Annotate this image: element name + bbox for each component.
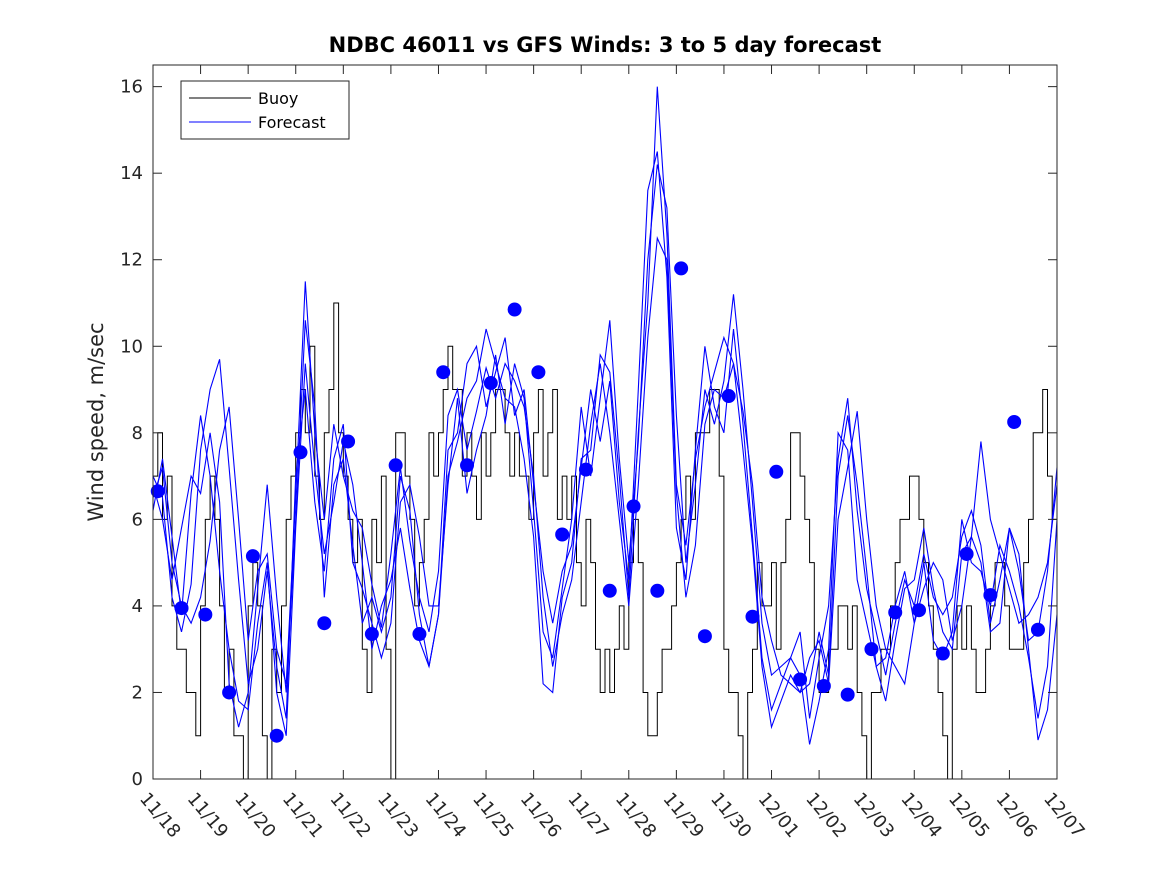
legend-label-buoy: Buoy xyxy=(258,89,298,108)
legend-label-forecast: Forecast xyxy=(258,113,326,132)
x-tick-label-19: 12/07 xyxy=(1039,789,1088,842)
x-tick-label-9: 11/27 xyxy=(563,789,612,842)
y-tick-label-7: 14 xyxy=(120,163,143,184)
series-line-forecast-4 xyxy=(152,86,1058,741)
marker-point-2 xyxy=(198,607,213,622)
series-line-forecast-1 xyxy=(152,235,1058,694)
marker-point-20 xyxy=(626,499,641,514)
marker-point-16 xyxy=(531,365,546,380)
legend-box xyxy=(180,80,350,140)
y-tick-label-4: 8 xyxy=(132,423,143,444)
marker-point-12 xyxy=(436,365,451,380)
x-tick-label-11: 11/29 xyxy=(659,789,708,842)
y-tick-label-5: 10 xyxy=(120,336,143,357)
marker-point-1 xyxy=(174,601,189,616)
x-tick-label-3: 11/21 xyxy=(278,789,327,842)
y-tick-label-0: 0 xyxy=(132,769,143,790)
x-tick-label-8: 11/26 xyxy=(516,789,565,842)
x-tick-label-15: 12/03 xyxy=(849,789,898,842)
marker-point-14 xyxy=(483,376,498,391)
y-tick-label-3: 6 xyxy=(132,509,143,530)
y-tick-label-6: 12 xyxy=(120,250,143,271)
marker-point-32 xyxy=(912,603,927,618)
marker-point-26 xyxy=(769,464,784,479)
y-axis: 0 2 4 6 8 10 12 14 16 xyxy=(120,77,1057,790)
marker-point-27 xyxy=(793,672,808,687)
x-tick-label-2: 11/20 xyxy=(230,789,279,842)
y-tick-label-2: 4 xyxy=(132,596,143,617)
marker-point-6 xyxy=(293,445,308,460)
marker-point-10 xyxy=(388,458,403,473)
x-tick-label-17: 12/05 xyxy=(944,789,993,842)
marker-point-37 xyxy=(1030,622,1045,637)
marker-point-34 xyxy=(959,546,974,561)
x-tick-label-10: 11/28 xyxy=(611,789,660,842)
marker-point-13 xyxy=(460,458,475,473)
marker-point-25 xyxy=(745,609,760,624)
legend: Buoy Forecast xyxy=(180,80,350,140)
marker-point-30 xyxy=(864,642,879,657)
x-tick-label-0: 11/18 xyxy=(135,789,184,842)
marker-point-15 xyxy=(507,302,522,317)
y-tick-label-1: 2 xyxy=(132,682,143,703)
series-line-forecast-2 xyxy=(152,164,1058,719)
marker-point-0 xyxy=(150,484,165,499)
marker-point-29 xyxy=(840,687,855,702)
marker-point-23 xyxy=(697,629,712,644)
x-tick-label-18: 12/06 xyxy=(992,789,1041,842)
y-tick-label-8: 16 xyxy=(120,77,143,98)
series-line-buoy xyxy=(153,302,1057,780)
marker-point-28 xyxy=(816,678,831,693)
marker-point-24 xyxy=(721,389,736,404)
marker-point-31 xyxy=(888,605,903,620)
marker-point-5 xyxy=(269,728,284,743)
marker-point-36 xyxy=(1007,415,1022,429)
x-tick-label-14: 12/02 xyxy=(801,789,850,842)
y-axis-label: Wind speed, m/sec xyxy=(84,322,108,521)
x-tick-label-16: 12/04 xyxy=(896,789,945,842)
x-tick-label-13: 12/01 xyxy=(754,789,803,842)
series-line-forecast-3 xyxy=(152,151,1058,745)
marker-point-11 xyxy=(412,627,427,642)
marker-point-22 xyxy=(674,261,689,276)
x-tick-label-7: 11/25 xyxy=(468,789,517,842)
marker-point-19 xyxy=(602,583,617,598)
marker-point-21 xyxy=(650,583,665,598)
marker-point-17 xyxy=(555,527,570,542)
marker-point-33 xyxy=(935,646,950,661)
marker-point-9 xyxy=(364,627,379,642)
x-tick-label-12: 11/30 xyxy=(706,789,755,842)
marker-point-18 xyxy=(578,462,593,477)
marker-point-35 xyxy=(983,588,998,603)
marker-point-7 xyxy=(317,616,332,631)
x-tick-label-5: 11/23 xyxy=(373,789,422,842)
x-tick-label-6: 11/24 xyxy=(421,789,470,842)
x-tick-label-1: 11/19 xyxy=(183,789,232,842)
chart-title: NDBC 46011 vs GFS Winds: 3 to 5 day fore… xyxy=(329,33,882,57)
marker-point-3 xyxy=(222,685,237,700)
x-tick-label-4: 11/22 xyxy=(325,789,374,842)
series-layer xyxy=(152,86,1058,780)
marker-layer xyxy=(150,261,1045,743)
plot-frame xyxy=(152,64,1058,780)
marker-point-4 xyxy=(245,549,260,564)
marker-point-8 xyxy=(341,434,356,449)
